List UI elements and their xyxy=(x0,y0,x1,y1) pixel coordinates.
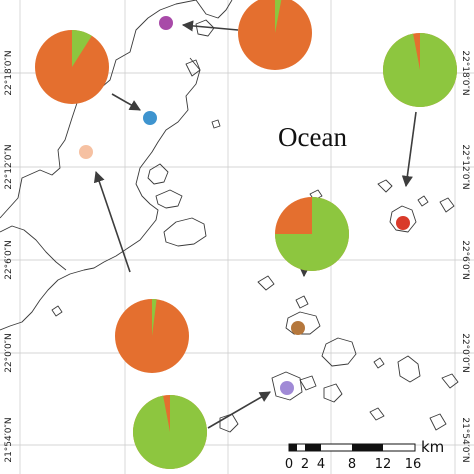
site-marker-lavender[interactable] xyxy=(280,381,294,395)
site-marker-blue[interactable] xyxy=(143,111,157,125)
island-outline xyxy=(271,371,303,401)
pie-bottom-center[interactable] xyxy=(132,395,207,469)
scale-tick-label: 2 xyxy=(301,457,309,472)
island-outline xyxy=(397,355,421,383)
island-outline xyxy=(377,179,393,193)
island-outline xyxy=(441,373,459,389)
island-outline xyxy=(195,19,215,37)
pie-slice-green xyxy=(383,33,457,107)
latitude-label: 21°54′0″N xyxy=(460,417,470,462)
latitude-label: 22°12′0″N xyxy=(4,144,14,189)
island-outline xyxy=(185,59,201,77)
latitude-label: 22°6′0″N xyxy=(460,240,470,280)
island-outline xyxy=(429,413,447,431)
island-outline xyxy=(439,197,455,213)
site-marker-red[interactable] xyxy=(396,216,410,230)
arrow-to-purple-site xyxy=(181,20,239,32)
pie-slice-green xyxy=(152,299,157,336)
pie-slice-green xyxy=(275,197,349,271)
island-outline xyxy=(211,119,221,129)
scale-bar-segment xyxy=(352,444,383,451)
scale-tick-label: 12 xyxy=(375,457,392,472)
pie-slice-green xyxy=(132,395,207,469)
island-outline xyxy=(373,357,385,369)
pie-middle-right[interactable] xyxy=(275,197,349,271)
pie-slice-orange xyxy=(238,0,312,70)
arrow-to-peach-site xyxy=(93,170,131,273)
scale-tick-label: 16 xyxy=(405,457,422,472)
pie-slice-green xyxy=(72,30,92,67)
island-outline xyxy=(321,337,357,367)
pointer-arrows xyxy=(93,20,417,429)
island-outline xyxy=(147,163,169,185)
scale-tick-label: 4 xyxy=(317,457,325,472)
mainland-coast-east xyxy=(0,57,201,331)
pie-top-left[interactable] xyxy=(35,30,109,104)
scale-tick-label: 0 xyxy=(285,457,293,472)
mainland-coast-inlet xyxy=(195,0,233,19)
island-outline xyxy=(417,195,429,207)
scale-tick-label: 8 xyxy=(348,457,356,472)
island-outline xyxy=(285,311,321,335)
site-markers xyxy=(79,16,410,395)
pie-slice-green xyxy=(275,0,282,33)
arrow-to-red-site xyxy=(401,111,417,188)
island-outline xyxy=(257,275,275,291)
latitude-labels-left: 22°18′0″N 22°12′0″N 22°6′0″N 22°0′0″N 21… xyxy=(4,50,14,462)
latitude-label: 22°12′0″N xyxy=(460,144,470,189)
pie-top-center[interactable] xyxy=(238,0,312,70)
site-marker-brown[interactable] xyxy=(291,321,305,335)
mainland-coast-lower xyxy=(0,225,67,271)
arrow-to-lavender-site xyxy=(207,391,271,429)
site-marker-purple[interactable] xyxy=(159,16,173,30)
latitude-label: 21°54′0″N xyxy=(4,417,14,462)
latitude-label: 22°18′0″N xyxy=(4,50,14,95)
island-outline xyxy=(323,383,343,403)
scale-bar: 0 2 4 8 12 16 km xyxy=(285,438,444,472)
latitude-label: 22°0′0″N xyxy=(460,333,470,373)
island-outline xyxy=(51,305,63,317)
pie-charts xyxy=(35,0,457,469)
scale-bar-segment xyxy=(305,444,321,451)
island-outline xyxy=(163,217,207,247)
latitude-label: 22°6′0″N xyxy=(4,240,14,280)
latitude-label: 22°18′0″N xyxy=(460,50,470,95)
pie-bottom-left[interactable] xyxy=(115,299,189,373)
island-outline xyxy=(295,295,309,309)
pie-top-right[interactable] xyxy=(383,33,457,107)
latitude-label: 22°0′0″N xyxy=(4,333,14,373)
arrow-to-blue-site xyxy=(111,93,141,111)
latitude-labels-right: 22°18′0″N 22°12′0″N 22°6′0″N 22°0′0″N 21… xyxy=(460,50,470,462)
island-outline xyxy=(155,189,183,209)
site-marker-peach[interactable] xyxy=(79,145,93,159)
island-outline xyxy=(389,205,417,233)
scale-bar-segment xyxy=(289,444,297,451)
island-outline xyxy=(299,375,317,391)
island-outline xyxy=(369,407,385,421)
scale-unit-label: km xyxy=(421,438,444,456)
ocean-label: Ocean xyxy=(278,122,347,152)
